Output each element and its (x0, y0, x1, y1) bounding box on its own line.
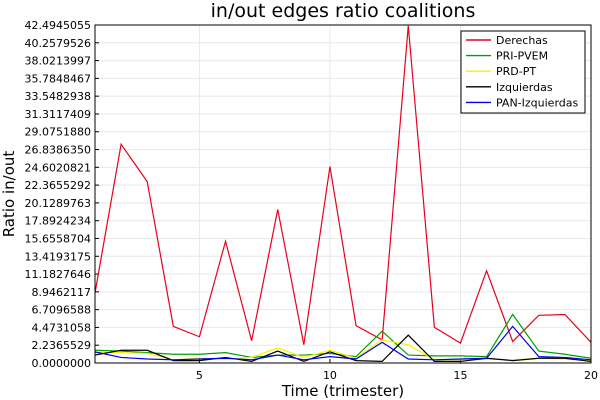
y-tick-label: 20.1289763 (25, 197, 91, 210)
y-tick-label: 40.2579526 (25, 37, 91, 50)
x-axis-title: Time (trimester) (281, 382, 404, 400)
legend-label: PAN-Izquierdas (496, 96, 579, 109)
plot-frame (94, 24, 592, 364)
y-tick-label: 2.2365529 (32, 339, 92, 352)
legend: Derechas PRI-PVEM PRD-PT Izquierdas PAN-Izqu… (460, 30, 586, 114)
y-tick-label: 35.7848467 (25, 72, 91, 85)
series-line-pan-izquierdas (94, 325, 592, 361)
x-tick-labels: 5 10 15 20 (196, 359, 598, 382)
legend-item: Derechas (466, 34, 548, 47)
legend-label: Izquierdas (496, 81, 553, 94)
series-line-pri-pvem (94, 313, 592, 359)
legend-label: PRD-PT (496, 65, 536, 78)
y-tick-label: 15.6558704 (25, 232, 91, 245)
y-tick-label: 24.6020821 (25, 161, 91, 174)
y-tick-labels: 0.0000000 2.2365529 4.4731058 6.7096588 8.94… (25, 19, 99, 370)
y-tick-label: 13.4193175 (25, 250, 91, 263)
y-axis-title: Ratio in/out (0, 151, 18, 238)
legend-label: Derechas (496, 34, 548, 47)
y-tick-label: 31.3117409 (25, 108, 91, 121)
series-line-izquierdas (94, 334, 592, 363)
y-tick-label: 0.0000000 (32, 357, 92, 370)
legend-item: PRD-PT (466, 65, 536, 78)
legend-item: PRI-PVEM (466, 50, 548, 63)
y-tick-label: 29.0751880 (25, 126, 91, 139)
series-lines (94, 25, 592, 363)
legend-item: PAN-Izquierdas (466, 96, 579, 109)
x-tick-label: 20 (584, 369, 598, 382)
grid (95, 24, 592, 364)
x-tick-label: 10 (323, 369, 337, 382)
y-tick-label: 38.0213997 (25, 55, 91, 68)
y-tick-label: 26.8386350 (25, 144, 91, 157)
legend-label: PRI-PVEM (496, 50, 548, 63)
x-tick-label: 5 (196, 369, 203, 382)
y-tick-label: 33.5482938 (25, 90, 91, 103)
x-tick-label: 15 (453, 369, 467, 382)
y-tick-label: 22.3655292 (25, 179, 91, 192)
legend-item: Izquierdas (466, 81, 553, 94)
series-line-derechas (94, 25, 592, 345)
y-tick-label: 8.9462117 (32, 286, 92, 299)
y-tick-label: 4.4731058 (32, 321, 92, 334)
legend-box (460, 30, 586, 114)
y-tick-label: 11.1827646 (25, 268, 91, 281)
y-tick-label: 42.4945055 (25, 19, 91, 32)
chart-title: in/out edges ratio coalitions (211, 0, 476, 22)
y-tick-label: 6.7096588 (32, 304, 92, 317)
y-tick-label: 17.8924234 (25, 215, 91, 228)
